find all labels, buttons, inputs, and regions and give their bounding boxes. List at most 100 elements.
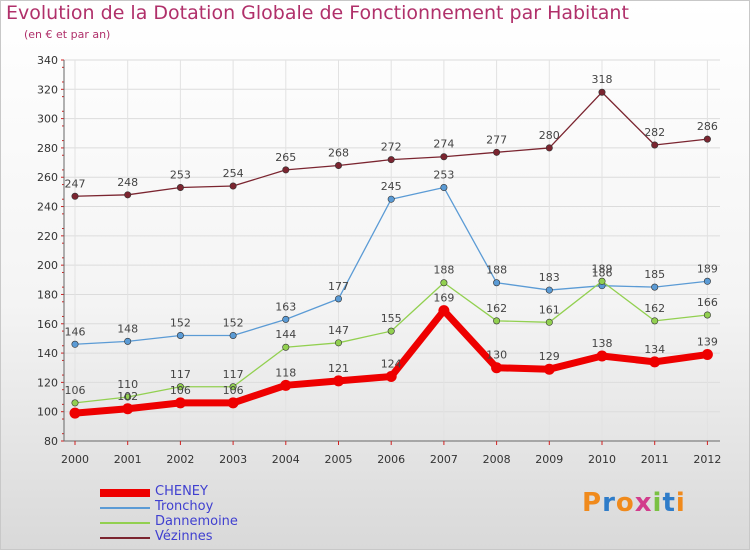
data-label: 254 (223, 167, 244, 180)
data-point (545, 286, 553, 294)
data-point (229, 383, 237, 391)
data-point (703, 277, 711, 285)
chart-subtitle: (en € et par an) (24, 28, 111, 41)
x-tick-label: 2003 (219, 453, 247, 466)
data-label: 186 (592, 267, 613, 280)
data-label: 177 (328, 280, 349, 293)
data-label: 169 (433, 292, 454, 305)
y-tick-label: 200 (37, 259, 58, 272)
data-label: 253 (170, 168, 191, 181)
data-label: 189 (592, 262, 613, 275)
data-label: 121 (328, 362, 349, 375)
data-label: 248 (117, 176, 138, 189)
y-tick-label: 80 (44, 435, 58, 448)
data-label: 102 (117, 390, 138, 403)
data-point (385, 371, 397, 383)
data-point (334, 162, 342, 170)
data-point (440, 279, 448, 287)
data-label: 147 (328, 324, 349, 337)
data-label: 189 (697, 262, 718, 275)
data-point (493, 279, 501, 287)
data-label: 318 (592, 73, 613, 86)
data-label: 286 (697, 120, 718, 133)
y-tick-label: 240 (37, 201, 58, 214)
data-label: 161 (539, 303, 560, 316)
data-label: 106 (65, 384, 86, 397)
line-chart: 80 100 120 140 160 180 200 220 240 260 280 300 320 34… (37, 54, 721, 466)
data-point (282, 166, 290, 174)
data-point (69, 407, 81, 419)
data-label: 117 (223, 368, 244, 381)
y-tick-label: 220 (37, 230, 58, 243)
data-point (543, 363, 555, 375)
data-point (124, 191, 132, 199)
x-tick-label: 2004 (272, 453, 300, 466)
data-label: 280 (539, 129, 560, 142)
x-tick-label: 2000 (61, 453, 89, 466)
data-label: 185 (644, 268, 665, 281)
data-point (282, 343, 290, 351)
data-point (440, 153, 448, 161)
data-point (387, 156, 395, 164)
data-label: 162 (644, 302, 665, 315)
data-point (387, 195, 395, 203)
x-tick-label: 2012 (693, 453, 721, 466)
y-tick-label: 100 (37, 406, 58, 419)
legend-label: Tronchoy (155, 499, 214, 514)
legend-swatch (100, 489, 150, 497)
data-point (71, 340, 79, 348)
y-tick-label: 320 (37, 83, 58, 96)
data-point (598, 277, 606, 285)
data-label: 155 (381, 312, 402, 325)
x-tick-label: 2007 (430, 453, 458, 466)
x-tick-label: 2002 (166, 453, 194, 466)
data-point (229, 331, 237, 339)
y-tick-label: 260 (37, 171, 58, 184)
data-label: 152 (170, 316, 191, 329)
data-point (227, 397, 239, 409)
legend-label: Dannemoine (155, 514, 238, 529)
data-point (71, 399, 79, 407)
data-point (176, 331, 184, 339)
data-label: 130 (486, 349, 507, 362)
data-label: 129 (539, 350, 560, 363)
data-label: 144 (275, 328, 296, 341)
data-label: 162 (486, 302, 507, 315)
data-label: 124 (381, 358, 402, 371)
data-label: 268 (328, 147, 349, 160)
x-tick-label: 2011 (641, 453, 669, 466)
data-label: 146 (65, 325, 86, 338)
data-label: 110 (117, 378, 138, 391)
data-point (493, 148, 501, 156)
x-tick-label: 2010 (588, 453, 616, 466)
y-tick-label: 280 (37, 142, 58, 155)
y-tick-label: 180 (37, 288, 58, 301)
x-tick-label: 2009 (535, 453, 563, 466)
data-point (493, 317, 501, 325)
logo-letter: t (662, 488, 676, 518)
logo-letter: i (652, 488, 663, 518)
data-point (334, 339, 342, 347)
data-label: 245 (381, 180, 402, 193)
data-point (651, 283, 659, 291)
legend-label: Vézinnes (155, 529, 213, 544)
data-point (334, 295, 342, 303)
data-point (282, 315, 290, 323)
data-point (71, 192, 79, 200)
data-point (124, 337, 132, 345)
y-tick-label: 120 (37, 376, 58, 389)
data-label: 188 (433, 264, 454, 277)
y-tick-label: 160 (37, 318, 58, 331)
data-label: 118 (275, 366, 296, 379)
chart-title: Evolution de la Dotation Globale de Fonc… (6, 2, 629, 24)
logo-letter: P (582, 488, 603, 518)
data-label: 106 (223, 384, 244, 397)
data-point (649, 356, 661, 368)
data-label: 106 (170, 384, 191, 397)
data-point (124, 393, 132, 401)
data-point (122, 403, 134, 415)
data-label: 138 (592, 337, 613, 350)
y-tick-label: 300 (37, 113, 58, 126)
data-point (176, 183, 184, 191)
data-point (701, 349, 713, 361)
